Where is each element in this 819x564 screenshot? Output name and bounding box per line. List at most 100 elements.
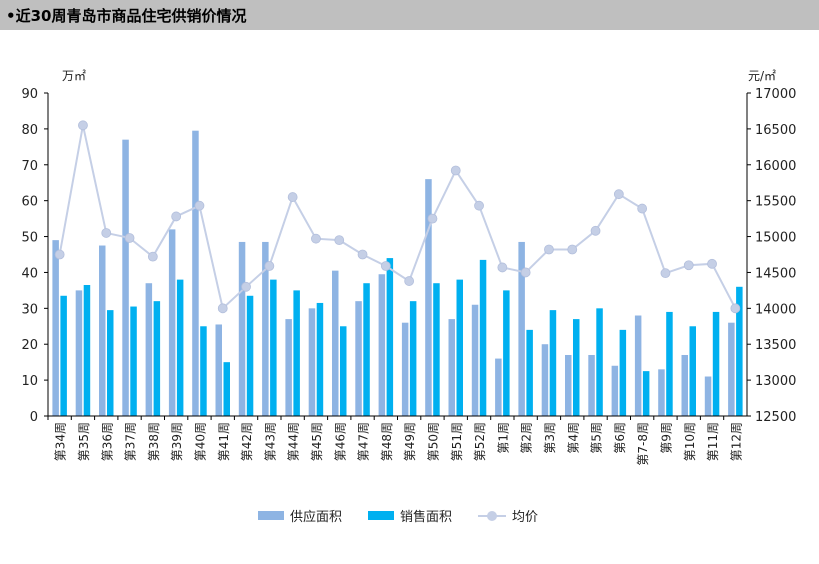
x-tick-label: 第7-8周 bbox=[636, 422, 650, 466]
bars bbox=[52, 130, 743, 416]
sales-bar bbox=[270, 279, 277, 416]
price-point bbox=[707, 258, 717, 269]
price-point bbox=[194, 200, 205, 211]
sales-bar bbox=[130, 306, 137, 416]
supply-bar bbox=[518, 241, 525, 416]
sales-bar bbox=[549, 310, 557, 416]
sales-bar bbox=[316, 302, 324, 416]
sales-bar bbox=[479, 259, 487, 416]
price-point bbox=[101, 228, 112, 238]
supply-bar bbox=[168, 229, 176, 416]
y-tick-label: 60 bbox=[21, 195, 38, 210]
supply-bar bbox=[401, 322, 409, 416]
sales-bar bbox=[712, 311, 720, 416]
price-point bbox=[241, 281, 251, 292]
x-axis-ticks: 第34周 第35周 第36周 第37周 第38周 第39周 第40周 第41周 第42周 第43周… bbox=[47, 416, 743, 466]
price-point bbox=[54, 249, 65, 260]
price-point bbox=[683, 260, 694, 271]
x-tick-label: 第6周 bbox=[613, 422, 627, 454]
y-tick-label: 30 bbox=[21, 302, 38, 317]
y2-tick-label: 14000 bbox=[755, 302, 796, 317]
x-tick-label: 第41周 bbox=[217, 422, 231, 461]
supply-bar bbox=[681, 354, 688, 416]
y2-tick-label: 15500 bbox=[755, 195, 796, 210]
x-tick-label: 第36周 bbox=[100, 422, 114, 461]
price-point bbox=[287, 192, 298, 202]
axes bbox=[47, 93, 748, 417]
price-point bbox=[497, 262, 508, 273]
right-axis-ticks: 12500 13000 13500 14000 14500 15000 15500 16000… bbox=[747, 87, 796, 425]
supply-bar bbox=[308, 308, 316, 416]
price-point bbox=[520, 267, 531, 278]
y-tick-label: 20 bbox=[21, 338, 38, 353]
sales-bar bbox=[503, 290, 510, 416]
y-tick-label: 40 bbox=[21, 266, 38, 281]
supply-bar bbox=[52, 240, 59, 416]
x-tick-label: 第42周 bbox=[240, 422, 254, 461]
y2-tick-label: 13500 bbox=[755, 338, 796, 353]
legend-price: 均价 bbox=[478, 506, 538, 525]
title-bar: •近30周青岛市商品住宅供销价情况 bbox=[0, 0, 819, 30]
x-tick-label: 第40周 bbox=[193, 422, 207, 461]
supply-bar bbox=[99, 245, 106, 416]
right-axis-unit: 元/㎡ bbox=[748, 69, 776, 83]
price-point bbox=[171, 211, 182, 222]
sales-bar bbox=[176, 279, 184, 416]
price-point bbox=[567, 244, 578, 255]
legend-price-swatch bbox=[478, 510, 507, 522]
sales-bar bbox=[642, 371, 650, 416]
price-point bbox=[380, 261, 391, 271]
sales-bar bbox=[736, 286, 743, 416]
legend-supply-label: 供应面积 bbox=[290, 510, 343, 525]
supply-bar bbox=[332, 270, 339, 416]
x-tick-label: 第5周 bbox=[590, 422, 604, 454]
sales-bar bbox=[223, 362, 230, 416]
legend-sales-swatch bbox=[368, 511, 395, 520]
price-point bbox=[613, 189, 624, 200]
sales-bar bbox=[340, 326, 347, 416]
sales-bar bbox=[573, 319, 580, 416]
y2-tick-label: 12500 bbox=[755, 410, 796, 425]
sales-bar bbox=[409, 301, 417, 416]
legend-price-label: 均价 bbox=[512, 510, 539, 525]
supply-bar bbox=[192, 130, 199, 416]
supply-bar bbox=[448, 319, 455, 416]
chart-title: •近30周青岛市商品住宅供销价情况 bbox=[6, 7, 247, 25]
price-point bbox=[217, 303, 228, 314]
price-point bbox=[311, 233, 321, 244]
sales-bar bbox=[200, 326, 207, 416]
sales-bar bbox=[666, 311, 673, 416]
supply-bar bbox=[704, 376, 712, 416]
y2-tick-label: 17000 bbox=[755, 87, 796, 102]
price-point bbox=[427, 213, 438, 224]
supply-bar bbox=[611, 365, 619, 416]
chart-svg: 万㎡ 元/㎡ 0 10 20 30 40 50 60 70 80 90 12500 13000 135… bbox=[21, 69, 796, 466]
x-tick-label: 第48周 bbox=[380, 422, 394, 461]
supply-bar bbox=[728, 322, 735, 416]
x-tick-label: 第46周 bbox=[333, 422, 347, 461]
supply-bar bbox=[634, 315, 642, 416]
legend-sales-label: 销售面积 bbox=[400, 510, 453, 525]
x-tick-label: 第47周 bbox=[357, 422, 371, 461]
y-tick-label: 50 bbox=[21, 231, 38, 246]
supply-bar bbox=[425, 179, 432, 416]
supply-bar bbox=[588, 354, 595, 416]
price-point bbox=[660, 268, 671, 279]
price-point bbox=[544, 244, 554, 255]
x-tick-label: 第37周 bbox=[124, 422, 138, 461]
y-tick-label: 70 bbox=[21, 159, 38, 174]
sales-bar bbox=[689, 326, 696, 416]
price-point bbox=[78, 120, 88, 131]
legend: 供应面积 销售面积 均价 bbox=[258, 506, 554, 525]
y-tick-label: 80 bbox=[21, 123, 38, 138]
price-point bbox=[474, 200, 484, 211]
price-point bbox=[730, 303, 741, 314]
y2-tick-label: 13000 bbox=[755, 374, 796, 389]
x-tick-label: 第10周 bbox=[683, 422, 697, 461]
sales-bar bbox=[596, 308, 603, 416]
supply-bar bbox=[658, 369, 665, 416]
supply-bar bbox=[238, 241, 246, 416]
supply-bar bbox=[495, 358, 502, 416]
sales-bar bbox=[107, 310, 114, 416]
sales-bar bbox=[293, 290, 300, 416]
